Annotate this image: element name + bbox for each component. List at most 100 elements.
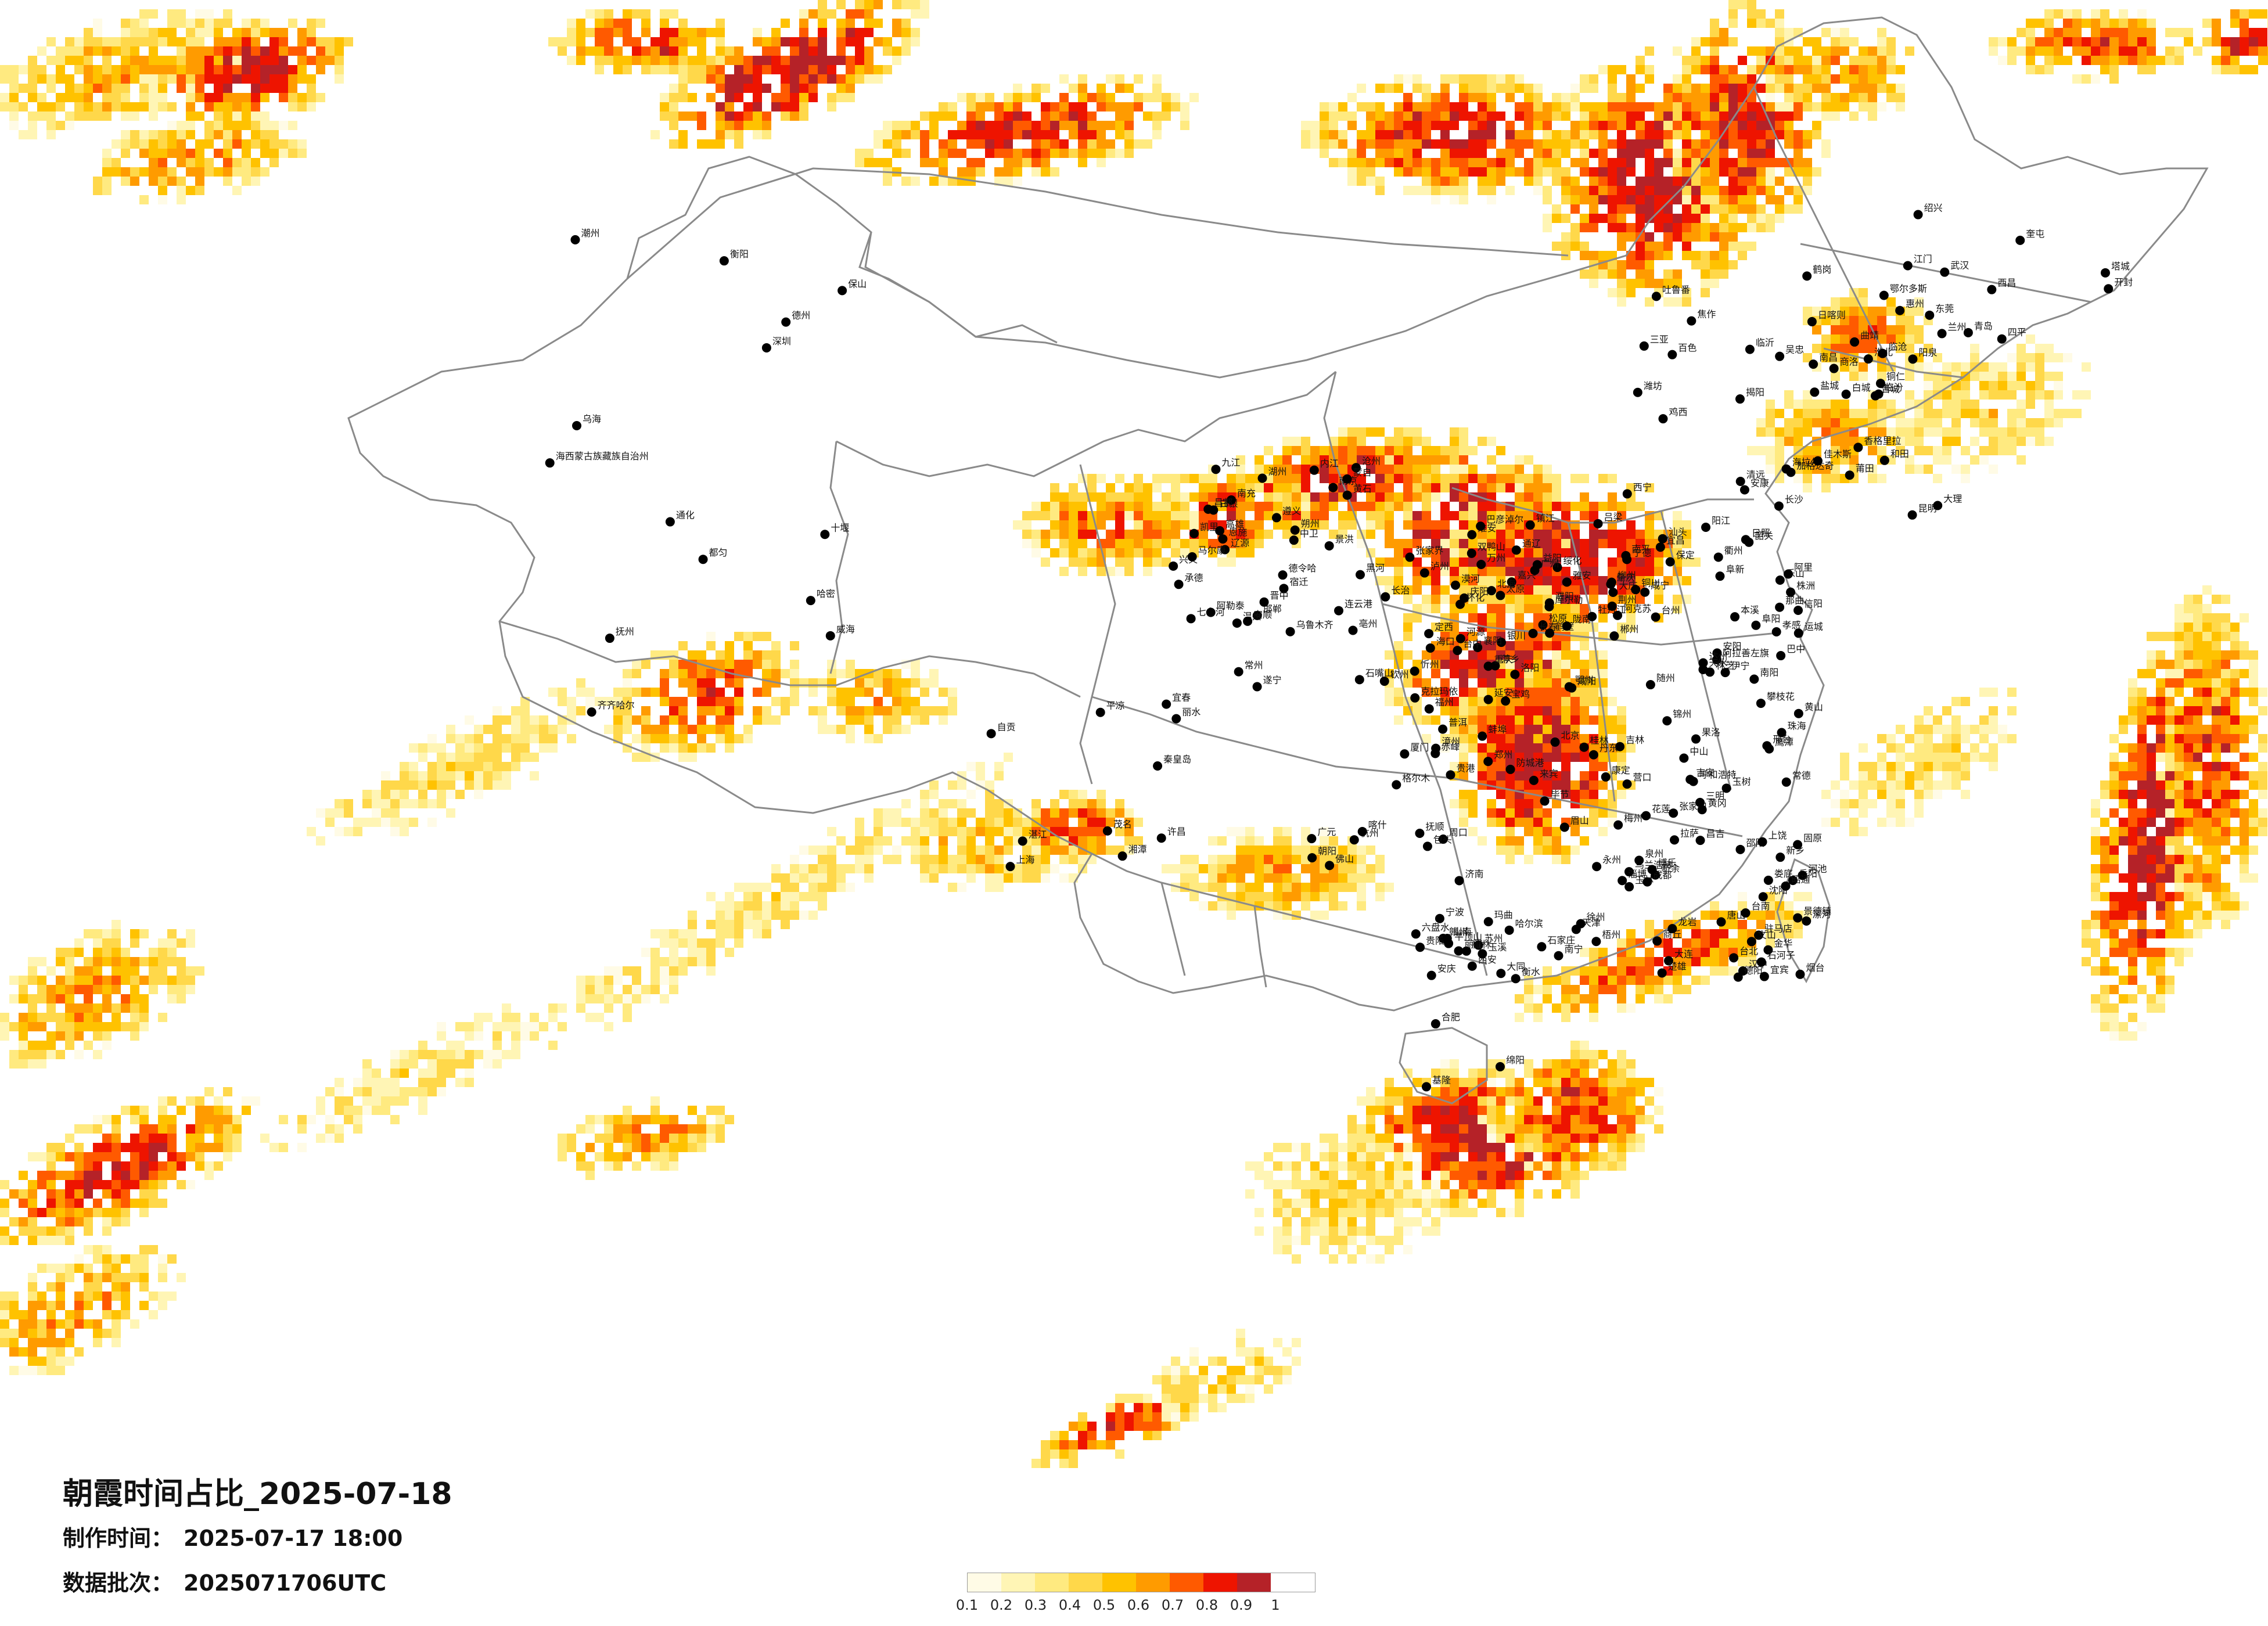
city-marker: 南宁 bbox=[1554, 944, 1583, 961]
city-marker: 承德 bbox=[1174, 572, 1203, 589]
city-dot bbox=[1334, 606, 1344, 616]
city-name: 庆阳 bbox=[1470, 586, 1489, 597]
city-dot bbox=[1220, 545, 1230, 555]
city-dot bbox=[1663, 956, 1673, 966]
city-dot bbox=[1392, 780, 1401, 790]
city-dot bbox=[605, 634, 614, 643]
city-marker: 商洛 bbox=[1829, 357, 1859, 373]
city-marker: 都匀 bbox=[698, 547, 728, 564]
city-dot bbox=[1342, 490, 1352, 500]
city-marker: 漠河 bbox=[1451, 573, 1480, 590]
legend-tick-label: 0.6 bbox=[1127, 1597, 1150, 1613]
city-dot bbox=[1153, 761, 1163, 771]
city-dot bbox=[1271, 513, 1281, 523]
city-marker: 十堰 bbox=[820, 522, 849, 539]
city-marker: 遵义 bbox=[1271, 505, 1301, 523]
city-dot bbox=[1793, 913, 1803, 923]
city-dot bbox=[1325, 861, 1335, 870]
city-name: 徐州 bbox=[1587, 912, 1605, 923]
city-marker: 南阳 bbox=[1749, 667, 1778, 684]
city-name: 漯河 bbox=[1812, 909, 1831, 920]
city-dot bbox=[1511, 545, 1521, 555]
province-border bbox=[1382, 603, 1778, 646]
city-name: 潍坊 bbox=[1644, 380, 1662, 391]
city-name: 阿勒泰 bbox=[1217, 600, 1245, 611]
city-dot bbox=[1712, 654, 1722, 664]
province-border bbox=[836, 370, 1336, 477]
city-name: 康定 bbox=[1612, 765, 1630, 776]
province-border bbox=[1323, 371, 1488, 976]
city-marker: 攀枝花 bbox=[1756, 691, 1795, 708]
city-marker: 山南 bbox=[1442, 926, 1472, 944]
city-name: 信阳 bbox=[1804, 598, 1823, 609]
city-dot bbox=[1454, 946, 1464, 956]
city-name: 西昌 bbox=[1997, 278, 2016, 289]
city-marker: 中山 bbox=[1679, 746, 1708, 763]
city-name: 丽水 bbox=[1182, 707, 1201, 718]
city-name: 金华 bbox=[1774, 938, 1792, 949]
city-dot bbox=[1425, 643, 1435, 653]
city-name: 朔州 bbox=[1301, 518, 1320, 529]
city-dot bbox=[1776, 651, 1786, 661]
city-name: 张家界 bbox=[1415, 545, 1443, 556]
city-dot bbox=[1593, 519, 1603, 528]
city-name: 阿里 bbox=[1794, 562, 1813, 573]
city-name: 银川 bbox=[1507, 630, 1526, 641]
city-dot bbox=[1933, 501, 1943, 510]
city-marker: 清远 bbox=[1735, 469, 1765, 487]
city-dot bbox=[698, 555, 708, 564]
city-name: 邢台 bbox=[1773, 733, 1791, 744]
city-name: 固原 bbox=[1803, 832, 1822, 843]
city-name: 周口 bbox=[1449, 827, 1468, 838]
city-name: 石河子 bbox=[1767, 950, 1795, 961]
city-marker: 普洱 bbox=[1438, 717, 1467, 734]
data-batch-value: 2025071706UTC bbox=[184, 1570, 387, 1596]
city-dot bbox=[1426, 970, 1436, 980]
city-name: 万州 bbox=[1487, 552, 1505, 563]
city-dot bbox=[1879, 455, 1889, 465]
city-marker: 泸州 bbox=[1419, 561, 1449, 578]
city-dot bbox=[1774, 501, 1784, 511]
city-name: 湖州 bbox=[1268, 466, 1287, 477]
city-dot bbox=[1687, 316, 1696, 326]
city-dot bbox=[1215, 526, 1225, 535]
city-name: 南宁 bbox=[1565, 944, 1583, 955]
city-marker: 楚雄 bbox=[1657, 961, 1687, 978]
city-name: 苏州 bbox=[1485, 933, 1503, 944]
city-marker: 泉州 bbox=[1634, 848, 1663, 865]
province-border bbox=[1753, 87, 1895, 372]
city-marker: 宜昌 bbox=[1655, 535, 1685, 552]
city-dot bbox=[1735, 844, 1745, 854]
city-dot bbox=[1476, 560, 1486, 570]
city-dot bbox=[1697, 805, 1707, 815]
city-name: 保定 bbox=[1676, 550, 1695, 561]
city-dot bbox=[1467, 961, 1477, 971]
city-marker: 宜宾 bbox=[1759, 965, 1789, 981]
city-marker: 柳州 bbox=[1606, 570, 1636, 587]
city-dot bbox=[1227, 495, 1237, 505]
city-marker: 喀什 bbox=[1357, 819, 1387, 836]
city-dot bbox=[1467, 530, 1477, 539]
city-dot bbox=[1907, 510, 1917, 520]
city-dot bbox=[1252, 610, 1262, 620]
city-marker: 毕节 bbox=[1540, 789, 1569, 806]
city-marker: 通化 bbox=[665, 510, 695, 527]
city-name: 果洛 bbox=[1702, 727, 1720, 738]
city-dot bbox=[1793, 708, 1803, 718]
city-marker: 黑河 bbox=[1356, 563, 1385, 580]
city-name: 乌兰浩特 bbox=[1635, 859, 1672, 870]
city-marker: 青岛 bbox=[1963, 321, 1993, 337]
city-name: 台北 bbox=[1739, 945, 1758, 956]
legend-swatch bbox=[1001, 1573, 1035, 1592]
city-name: 蒙自 bbox=[1353, 467, 1372, 478]
city-name: 孝感 bbox=[1782, 620, 1801, 631]
city-name: 济南 bbox=[1465, 868, 1484, 879]
legend-tick-label: 0.8 bbox=[1195, 1597, 1219, 1613]
city-marker: 金华 bbox=[1763, 938, 1792, 955]
city-name: 长春 bbox=[1539, 621, 1557, 632]
city-name: 永州 bbox=[1602, 854, 1621, 865]
city-marker: 永州 bbox=[1592, 854, 1621, 872]
city-name: 莆田 bbox=[1856, 463, 1874, 474]
city-name: 泉州 bbox=[1645, 848, 1663, 859]
